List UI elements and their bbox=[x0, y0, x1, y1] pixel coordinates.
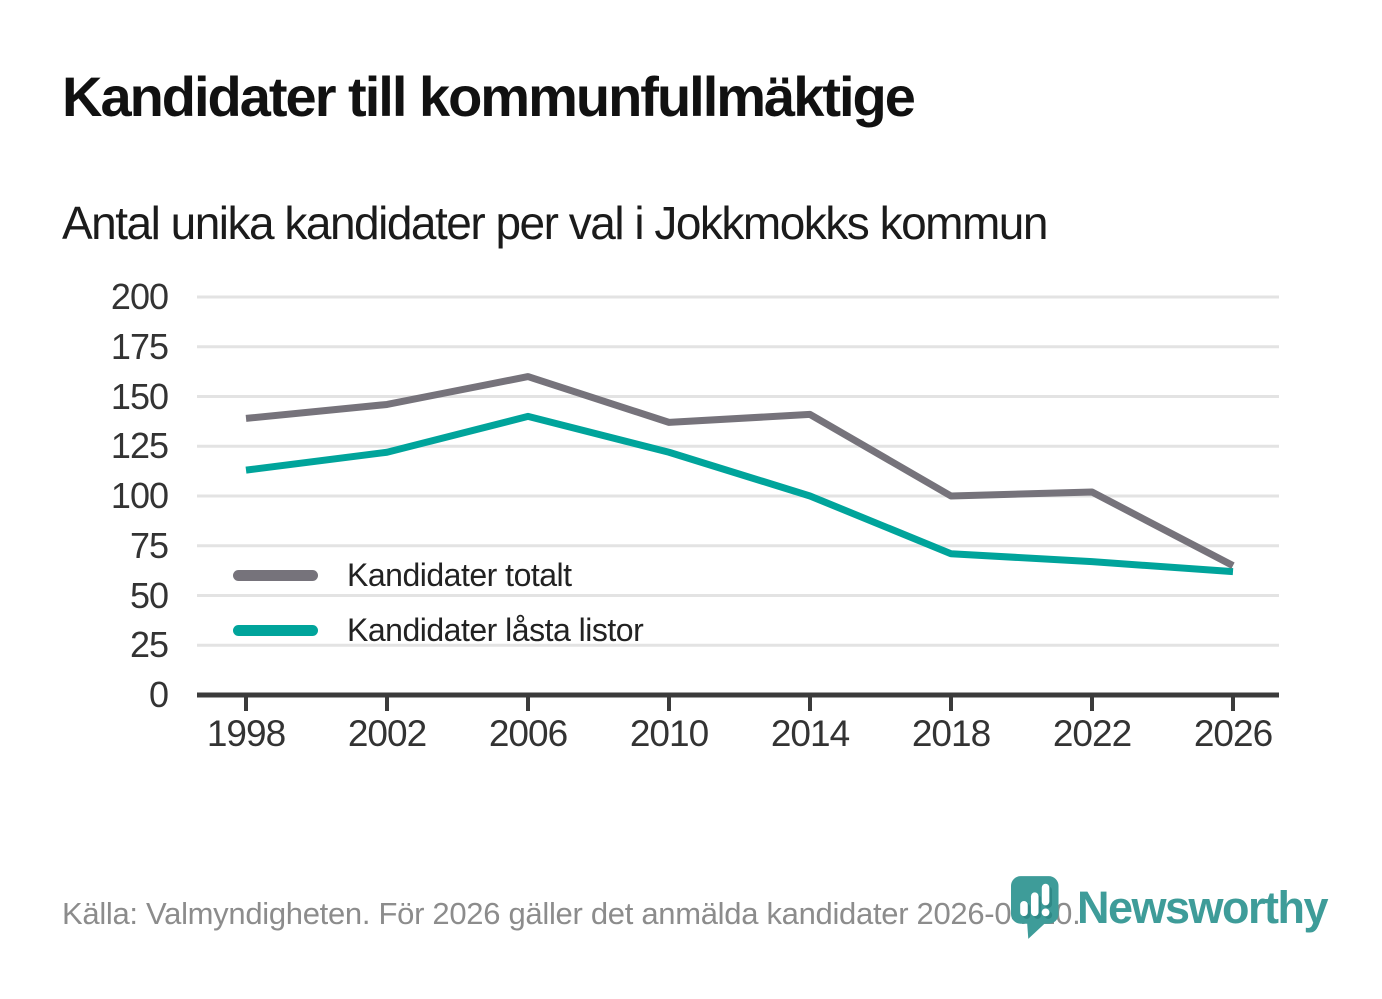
y-tick-label: 150 bbox=[110, 375, 169, 417]
legend-label: Kandidater totalt bbox=[347, 556, 572, 593]
y-tick-label: 0 bbox=[148, 674, 169, 715]
series-line-kandidater-l-sta-listor bbox=[245, 412, 1234, 576]
y-tick-label: 200 bbox=[110, 276, 169, 317]
x-tick-label: 2014 bbox=[770, 713, 850, 754]
chart-legend: Kandidater totalt Kandidater låsta listor bbox=[233, 554, 644, 664]
source-note: Källa: Valmyndigheten. För 2026 gäller d… bbox=[62, 896, 1081, 931]
y-tick-label: 75 bbox=[129, 524, 169, 566]
y-tick-label: 175 bbox=[110, 325, 169, 367]
legend-item: Kandidater låsta listor bbox=[233, 609, 644, 651]
legend-label: Kandidater låsta listor bbox=[347, 611, 644, 648]
legend-item: Kandidater totalt bbox=[233, 554, 643, 596]
legend-swatch bbox=[233, 569, 318, 581]
y-tick-label: 50 bbox=[129, 574, 169, 616]
page-title: Kandidater till kommunfullmäktige bbox=[62, 65, 916, 128]
y-tick-label: 100 bbox=[110, 475, 169, 516]
legend-swatch bbox=[233, 624, 318, 636]
page-subtitle: Antal unika kandidater per val i Jokkmok… bbox=[62, 197, 1048, 249]
x-tick-label: 2018 bbox=[911, 713, 991, 754]
newsworthy-wordmark: Newsworthy bbox=[1077, 881, 1329, 933]
x-tick-label: 2002 bbox=[347, 713, 427, 754]
newsworthy-pin-barchart-icon bbox=[1011, 876, 1059, 939]
x-tick-label: 2026 bbox=[1193, 713, 1273, 754]
x-tick-label: 2022 bbox=[1052, 713, 1132, 754]
y-tick-label: 25 bbox=[129, 624, 169, 666]
x-tick-label: 2010 bbox=[629, 713, 709, 754]
y-tick-label: 125 bbox=[110, 425, 169, 467]
newsworthy-logo: Newsworthy bbox=[1011, 876, 1329, 939]
series-line-kandidater-totalt bbox=[245, 373, 1235, 569]
x-tick-label: 1998 bbox=[206, 713, 286, 754]
x-tick-label: 2006 bbox=[488, 713, 568, 754]
